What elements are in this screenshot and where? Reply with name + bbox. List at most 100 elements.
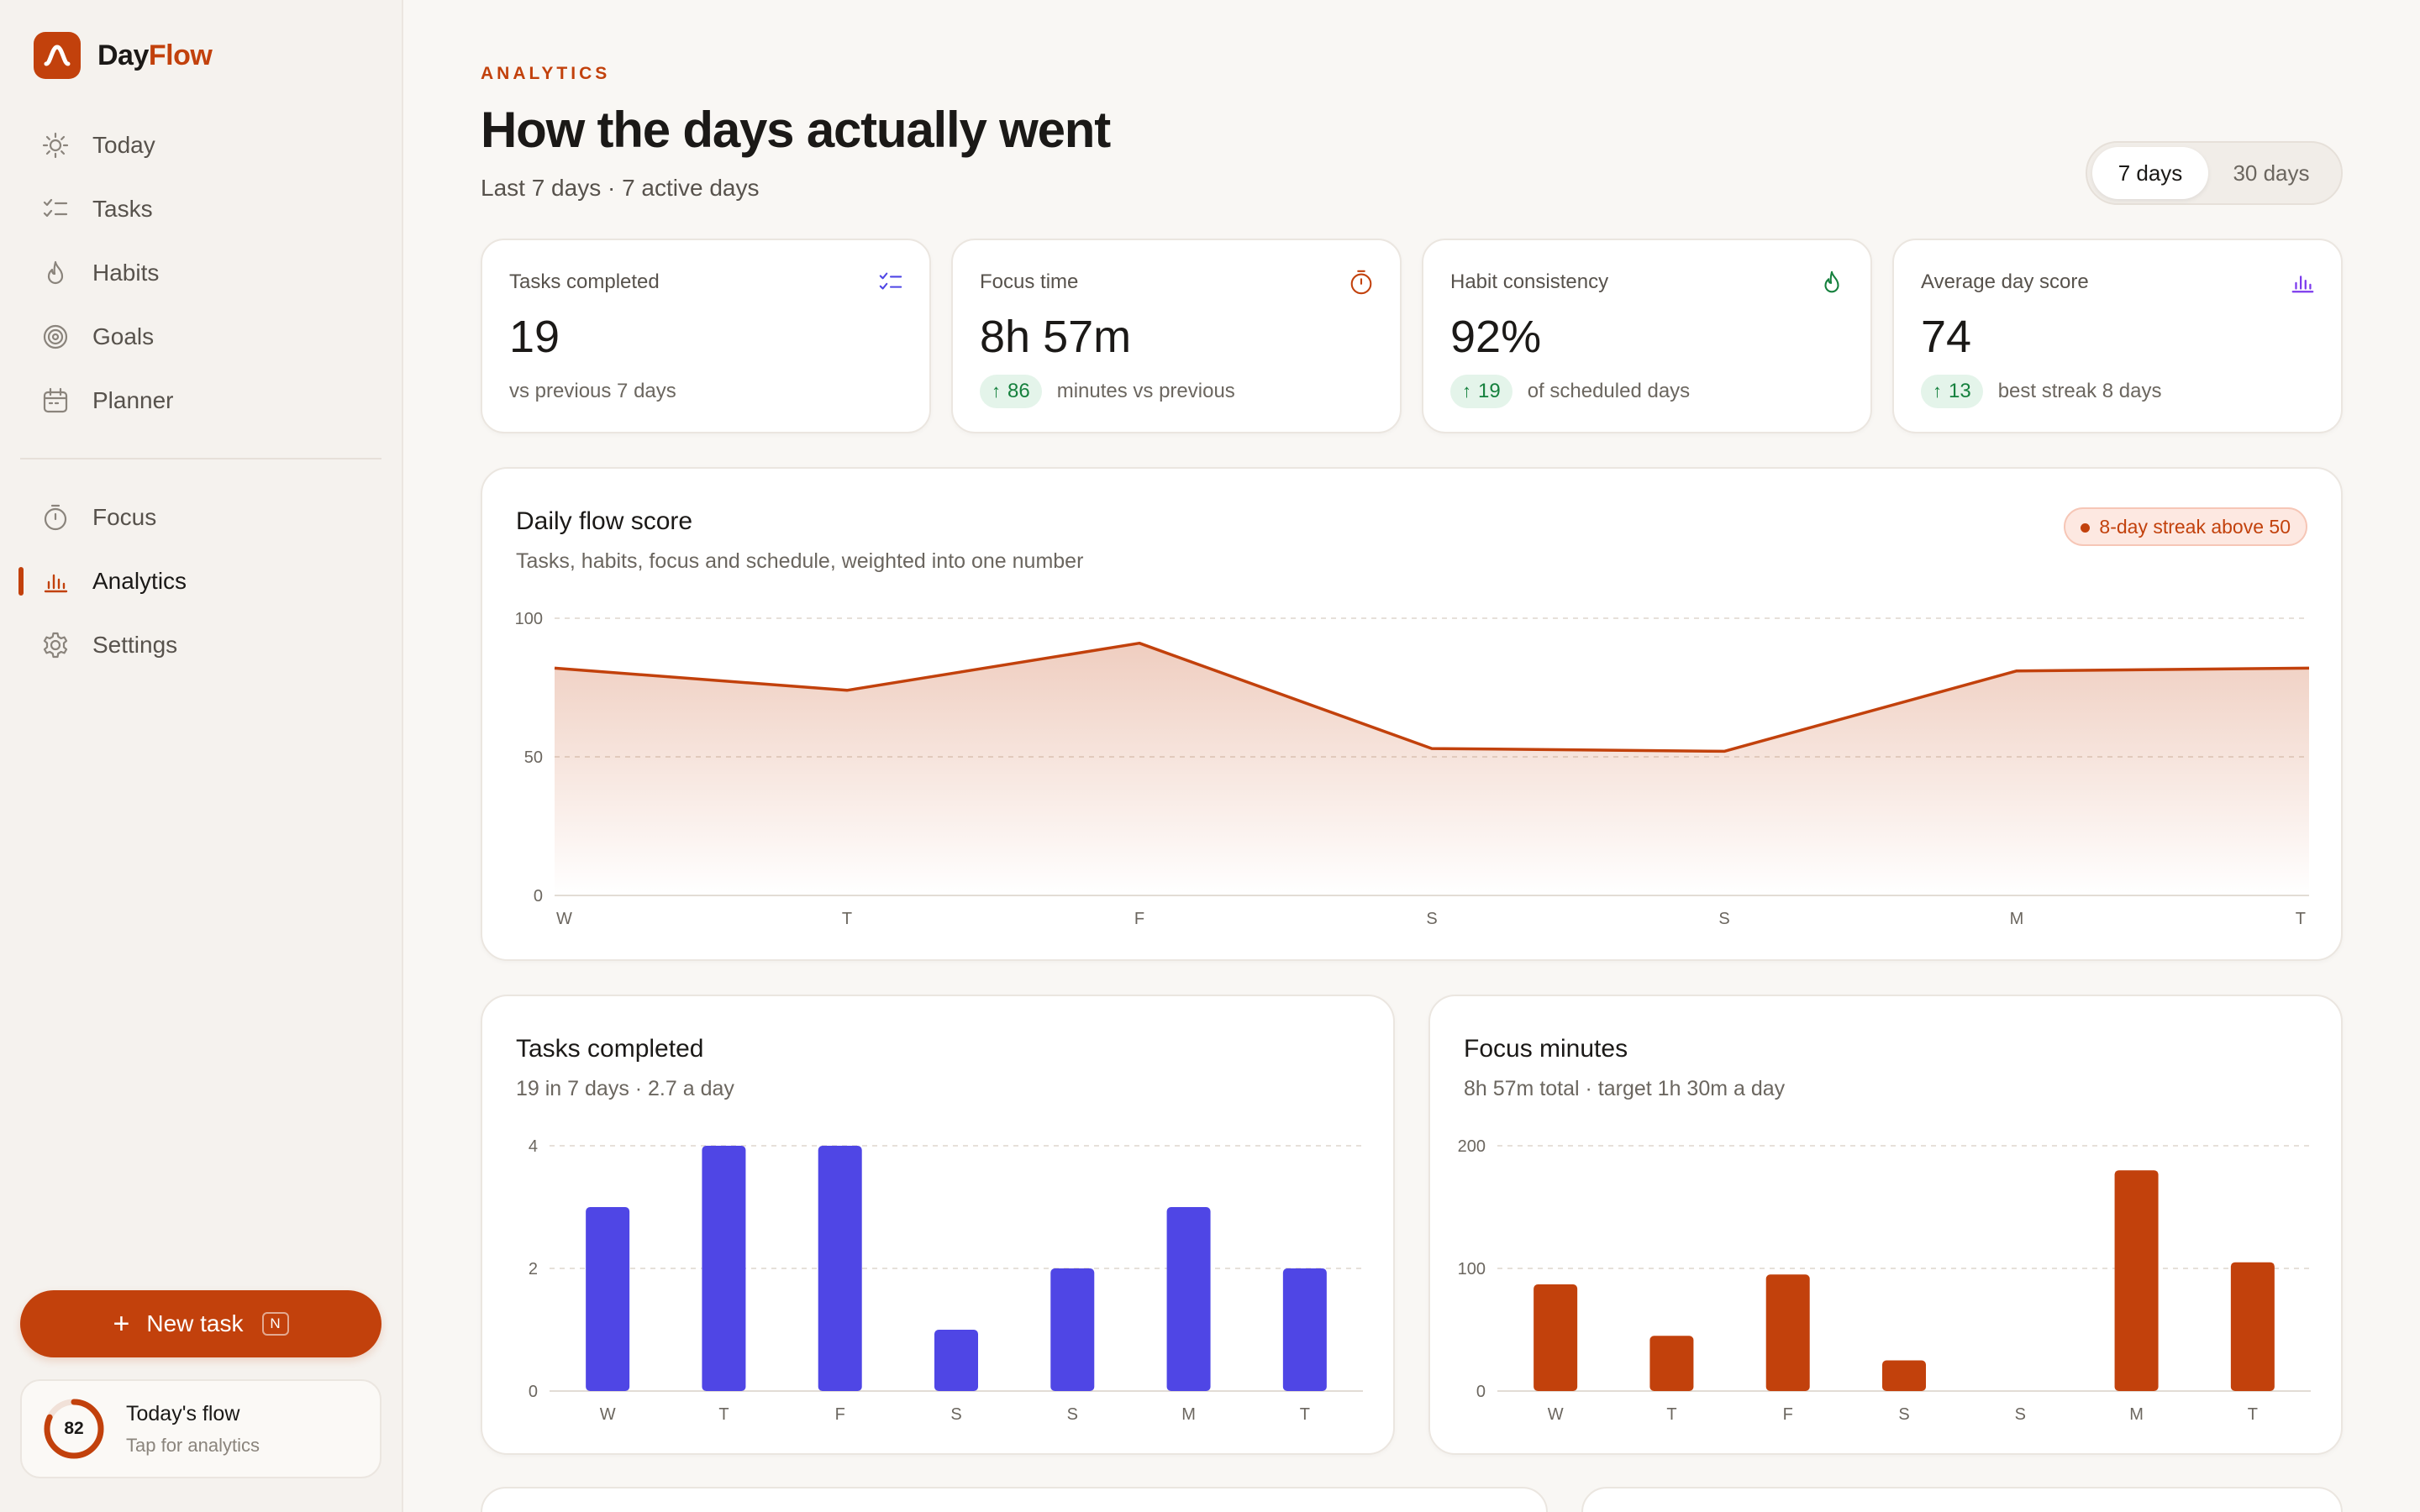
- x-tick-label: M: [2010, 910, 2024, 928]
- y-tick-label: 2: [529, 1260, 538, 1278]
- nav-item-settings[interactable]: Settings: [20, 619, 383, 671]
- card-title: Focus minutes: [1464, 1035, 1628, 1063]
- card-title: Tasks completed: [516, 1035, 704, 1063]
- stat-value: 92%: [1450, 312, 1542, 362]
- arrow-up-icon: ↑: [1462, 381, 1471, 402]
- x-tick-label: T: [2296, 910, 2306, 928]
- nav-item-focus[interactable]: Focus: [20, 491, 383, 543]
- card-subtitle: 8h 57m total · target 1h 30m a day: [1464, 1077, 1786, 1100]
- stat-label: Average day score: [1921, 270, 2089, 293]
- bar: [586, 1207, 630, 1391]
- flow-score: 82: [64, 1419, 84, 1438]
- stat-card-focus: Focus time 8h 57m ↑ 86 minutes vs previou…: [951, 239, 1402, 433]
- flow-score-chart: 0 50 100 W T F S S M T: [515, 610, 2310, 928]
- x-tick-label: S: [950, 1405, 961, 1424]
- x-tick-label: S: [1898, 1405, 1909, 1424]
- arrow-up-icon: ↑: [1933, 381, 1942, 402]
- stat-note: minutes vs previous: [1056, 380, 1235, 402]
- flow-score-ring: 82: [42, 1397, 106, 1461]
- arrow-up-icon: ↑: [992, 381, 1001, 402]
- shortcut-key: N: [261, 1312, 289, 1336]
- page-eyebrow: ANALYTICS: [481, 64, 611, 83]
- stat-delta-badge: ↑ 13: [1921, 375, 1983, 408]
- range-toggle: 7 days 30 days: [2086, 141, 2343, 205]
- y-tick-label: 50: [524, 748, 543, 767]
- x-tick-label: W: [556, 910, 572, 928]
- streak-badge: 8-day streak above 50: [2064, 507, 2307, 546]
- bar: [934, 1330, 978, 1391]
- card-title: Daily flow score: [516, 507, 693, 535]
- bar: [1534, 1284, 1578, 1391]
- stat-delta-badge: ↑ 19: [1450, 375, 1512, 408]
- nav-item-goals[interactable]: Goals: [20, 311, 383, 363]
- focus-bar-chart: 0 100 200 W T F S S M T: [1458, 1137, 2311, 1424]
- next-card-right: [1581, 1487, 2343, 1512]
- y-tick-label: 100: [1458, 1260, 1486, 1278]
- flame-icon: [40, 258, 71, 288]
- flow-card-subtitle: Tap for analytics: [126, 1434, 260, 1456]
- secondary-nav: Focus Analytics Settings: [18, 491, 383, 683]
- x-tick-label: M: [1181, 1405, 1196, 1424]
- nav-item-habits[interactable]: Habits: [20, 247, 383, 299]
- stat-label: Habit consistency: [1450, 270, 1609, 293]
- logo-mark-icon: [34, 32, 81, 79]
- x-tick-label: F: [835, 1405, 845, 1424]
- bar: [1882, 1360, 1926, 1391]
- calendar-icon: [40, 386, 71, 416]
- x-tick-label: M: [2129, 1405, 2144, 1424]
- nav-item-today[interactable]: Today: [20, 119, 383, 171]
- x-tick-label: W: [1548, 1405, 1564, 1424]
- sidebar: DayFlow Today Tasks Habits Goals Planner…: [0, 0, 403, 1512]
- bar: [1282, 1268, 1327, 1391]
- nav-item-tasks[interactable]: Tasks: [20, 183, 383, 235]
- app-logo[interactable]: DayFlow: [34, 32, 213, 79]
- x-tick-label: S: [2015, 1405, 2026, 1424]
- stat-label: Focus time: [980, 270, 1079, 293]
- stat-card-habits: Habit consistency 92% ↑ 19 of scheduled d…: [1422, 239, 1872, 433]
- timer-icon: [40, 502, 71, 533]
- tasks-bar-chart: 0 2 4 W T F S S M T: [529, 1137, 1363, 1424]
- bar-chart-icon: [2289, 269, 2316, 296]
- tasks-completed-card: Tasks completed 19 in 7 days · 2.7 a day…: [481, 995, 1395, 1455]
- sun-icon: [40, 130, 71, 160]
- stat-card-day-score: Average day score 74 ↑ 13 best streak 8 d…: [1892, 239, 2343, 433]
- app-name: DayFlow: [97, 39, 213, 71]
- y-tick-label: 4: [529, 1137, 538, 1156]
- bar: [2230, 1262, 2275, 1391]
- x-tick-label: T: [1666, 1405, 1676, 1424]
- x-tick-label: T: [2248, 1405, 2258, 1424]
- stat-note: of scheduled days: [1527, 380, 1691, 402]
- card-subtitle: 19 in 7 days · 2.7 a day: [516, 1077, 734, 1100]
- timer-icon: [1348, 269, 1375, 296]
- flow-area: [555, 643, 2309, 895]
- new-task-button[interactable]: + New task N: [20, 1290, 381, 1357]
- flame-icon: [1818, 269, 1845, 296]
- x-tick-label: S: [1718, 910, 1729, 928]
- stat-card-tasks: Tasks completed 19 vs previous 7 days: [481, 239, 931, 433]
- x-tick-label: S: [1426, 910, 1437, 928]
- next-card-left: [481, 1487, 1548, 1512]
- x-tick-label: F: [1134, 910, 1144, 928]
- bar: [818, 1146, 862, 1391]
- todays-flow-card[interactable]: 82 Today's flow Tap for analytics: [20, 1379, 381, 1478]
- x-tick-label: W: [600, 1405, 616, 1424]
- stat-delta-badge: ↑ 86: [980, 375, 1042, 408]
- x-tick-label: S: [1067, 1405, 1078, 1424]
- bar-chart-icon: [40, 566, 71, 596]
- primary-nav: Today Tasks Habits Goals Planner: [20, 119, 383, 438]
- x-tick-label: F: [1783, 1405, 1793, 1424]
- stat-label: Tasks completed: [509, 270, 660, 293]
- stat-value: 74: [1921, 312, 1972, 362]
- x-tick-label: T: [1300, 1405, 1310, 1424]
- nav-item-analytics[interactable]: Analytics: [18, 555, 383, 607]
- stat-value: 8h 57m: [980, 312, 1132, 362]
- card-subtitle: Tasks, habits, focus and schedule, weigh…: [516, 549, 1084, 573]
- nav-item-planner[interactable]: Planner: [20, 375, 383, 427]
- range-30-days-button[interactable]: 30 days: [2233, 160, 2310, 186]
- nav-divider: [20, 458, 381, 459]
- bar: [1649, 1336, 1694, 1391]
- range-7-days-button[interactable]: 7 days: [2092, 147, 2208, 199]
- page-title: How the days actually went: [481, 102, 1111, 158]
- daily-flow-card: Daily flow score Tasks, habits, focus an…: [481, 467, 2343, 961]
- stat-note: vs previous 7 days: [509, 380, 676, 402]
